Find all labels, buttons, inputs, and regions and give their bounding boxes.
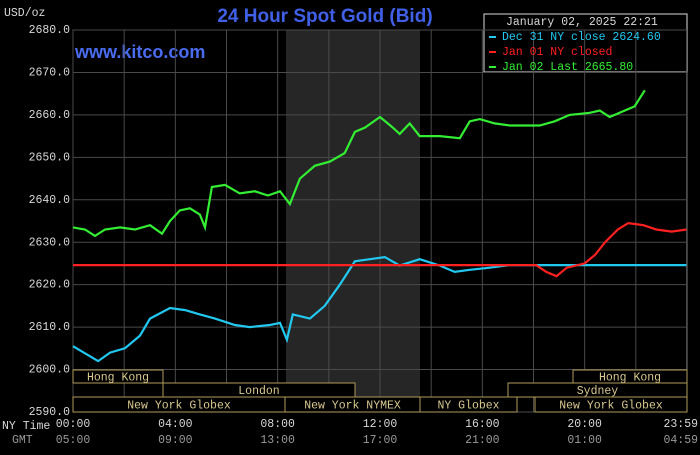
chart-title: 24 Hour Spot Gold (Bid) [217, 6, 432, 27]
y-tick-label: 2610.0 [29, 321, 71, 334]
x2-tick-label: 13:00 [260, 434, 295, 447]
legend-entry: Jan 02 Last 2665.80 [502, 61, 633, 74]
x2-tick-label: 17:00 [363, 434, 398, 447]
y-tick-label: 2650.0 [29, 151, 71, 164]
x2-tick-label: 21:00 [465, 434, 500, 447]
timestamp: January 02, 2025 22:21 [506, 16, 658, 29]
grid [72, 29, 687, 413]
session-bar [72, 369, 164, 384]
y-tick-label: 2680.0 [29, 24, 71, 37]
x2-axis-label: GMT [12, 434, 33, 447]
x-tick-label: 20:00 [567, 418, 602, 431]
session-bar [534, 396, 688, 413]
session-bar [419, 396, 518, 413]
session-label: New York Globex [559, 400, 663, 413]
y-tick-label: 2600.0 [29, 364, 71, 377]
y-tick-label: 2670.0 [29, 66, 71, 79]
legend-entry: Jan 01 NY closed [502, 46, 612, 59]
y-tick-label: 2660.0 [29, 109, 71, 122]
session-label: Hong Kong [87, 372, 149, 385]
session-label: Sydney [577, 385, 619, 398]
x-tick-label: 23:59 [663, 418, 698, 431]
price-line [73, 221, 687, 278]
price-line [72, 89, 646, 238]
y-tick-label: 2620.0 [29, 279, 71, 292]
session-label: NY Globex [437, 400, 499, 413]
x2-tick-label: 04:59 [663, 434, 698, 447]
y-unit: USD/oz [4, 7, 45, 20]
y-tick-label: 2590.0 [29, 406, 71, 419]
x2-tick-label: 05:00 [56, 434, 91, 447]
x-tick-label: 04:00 [158, 418, 193, 431]
session-label: New York Globex [127, 400, 231, 413]
x-tick-label: 12:00 [363, 418, 398, 431]
watermark: www.kitco.com [74, 42, 205, 62]
session-label: Hong Kong [599, 372, 661, 385]
x-tick-label: 16:00 [465, 418, 500, 431]
x2-tick-label: 09:00 [158, 434, 193, 447]
y-tick-label: 2630.0 [29, 236, 71, 249]
x-tick-label: 00:00 [56, 418, 91, 431]
x-axis-label: NY Time [2, 420, 50, 433]
x-tick-label: 08:00 [260, 418, 295, 431]
session-label: New York NYMEX [304, 400, 401, 413]
y-tick-label: 2640.0 [29, 194, 71, 207]
x2-tick-label: 01:00 [567, 434, 602, 447]
session-label: London [238, 385, 279, 398]
legend-entry: Dec 31 NY close 2624.60 [502, 31, 661, 44]
price-line [72, 255, 687, 363]
market-hours-shade [286, 30, 420, 412]
